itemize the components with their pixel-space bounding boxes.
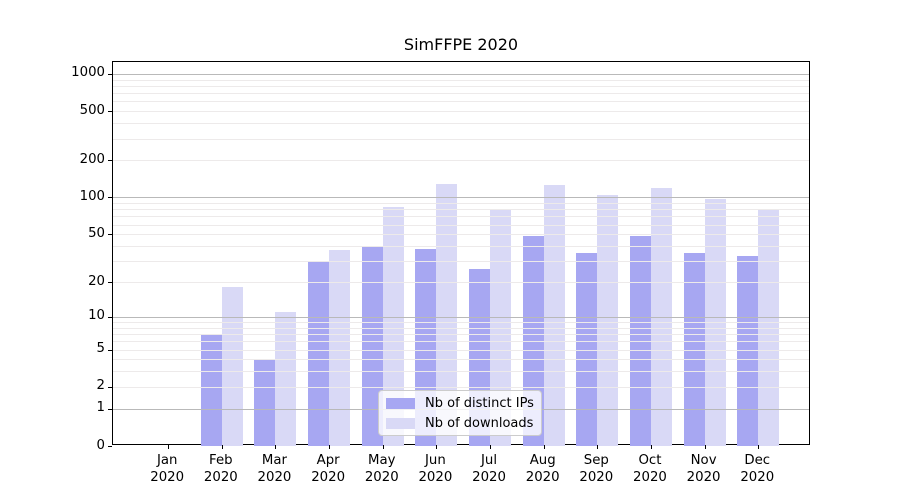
legend-label: Nb of downloads bbox=[425, 415, 534, 431]
y-tick-mark-5 bbox=[108, 349, 112, 351]
plot-area bbox=[108, 61, 810, 449]
x-tick-label-oct: Oct 2020 bbox=[633, 453, 667, 485]
gridline-minor-80 bbox=[113, 209, 809, 211]
gridline-minor-30 bbox=[113, 261, 809, 263]
bar-ips-apr bbox=[308, 261, 330, 446]
y-tick-mark-50 bbox=[108, 234, 112, 236]
x-tick-mark-aug bbox=[543, 445, 545, 449]
bar-downloads-may bbox=[382, 206, 404, 446]
gridline-minor-60 bbox=[113, 224, 809, 226]
gridline-minor-8 bbox=[113, 327, 809, 329]
x-tick-label-jun: Jun 2020 bbox=[418, 453, 453, 485]
gridline-minor-70 bbox=[113, 216, 809, 218]
gridline-major-10 bbox=[113, 316, 809, 318]
y-tick-label-500: 500 bbox=[79, 102, 105, 118]
gridline-minor-50 bbox=[113, 234, 809, 236]
gridline-minor-3 bbox=[113, 371, 809, 373]
y-tick-label-0: 0 bbox=[96, 437, 105, 453]
bar-ips-oct bbox=[629, 236, 651, 446]
gridline-minor-6 bbox=[113, 341, 809, 343]
y-tick-label-2: 2 bbox=[96, 378, 105, 394]
y-tick-mark-0 bbox=[108, 446, 112, 447]
x-tick-label-mar: Mar 2020 bbox=[257, 453, 292, 485]
y-tick-label-1: 1 bbox=[96, 400, 105, 416]
legend: Nb of distinct IPs Nb of downloads bbox=[378, 390, 542, 436]
x-tick-mark-nov bbox=[704, 445, 706, 449]
gridline-minor-700 bbox=[113, 93, 809, 95]
bar-downloads-jun bbox=[436, 184, 458, 446]
bar-downloads-apr bbox=[329, 250, 351, 446]
gridline-major-1000 bbox=[113, 73, 809, 75]
gridline-minor-900 bbox=[113, 79, 809, 81]
x-tick-mark-jan bbox=[168, 445, 170, 449]
x-tick-mark-mar bbox=[275, 445, 277, 449]
x-tick-label-may: May 2020 bbox=[364, 453, 399, 485]
chart-title: SimFFPE 2020 bbox=[403, 35, 519, 54]
gridline-major-100 bbox=[113, 197, 809, 199]
y-tick-mark-200 bbox=[108, 160, 112, 162]
x-tick-label-jul: Jul 2020 bbox=[472, 453, 506, 485]
x-tick-label-apr: Apr 2020 bbox=[311, 453, 346, 485]
y-tick-mark-500 bbox=[108, 111, 112, 113]
gridline-minor-5 bbox=[113, 349, 809, 351]
y-tick-mark-20 bbox=[108, 282, 112, 284]
x-tick-mark-jun bbox=[436, 445, 438, 449]
gridline-minor-20 bbox=[113, 282, 809, 284]
gridline-minor-400 bbox=[113, 123, 809, 125]
y-tick-label-50: 50 bbox=[88, 225, 105, 241]
gridline-minor-40 bbox=[113, 246, 809, 247]
x-tick-label-sep: Sep 2020 bbox=[579, 453, 614, 485]
x-tick-mark-sep bbox=[597, 445, 599, 449]
x-tick-label-jan: Jan 2020 bbox=[150, 453, 185, 485]
legend-swatch-distinct-ips bbox=[386, 397, 415, 409]
gridline-minor-800 bbox=[113, 85, 809, 87]
bar-ips-feb bbox=[200, 334, 222, 446]
y-tick-mark-1000 bbox=[108, 73, 112, 75]
x-tick-label-dec: Dec 2020 bbox=[740, 453, 775, 485]
x-tick-mark-feb bbox=[221, 445, 223, 449]
y-tick-mark-100 bbox=[108, 197, 112, 199]
bar-ips-may bbox=[361, 246, 383, 446]
x-tick-label-nov: Nov 2020 bbox=[686, 453, 721, 485]
y-tick-label-100: 100 bbox=[79, 188, 105, 204]
legend-label: Nb of distinct IPs bbox=[425, 395, 534, 411]
gridline-minor-4 bbox=[113, 359, 809, 361]
bar-downloads-feb bbox=[221, 287, 243, 446]
x-tick-label-feb: Feb 2020 bbox=[203, 453, 238, 485]
x-tick-mark-apr bbox=[329, 445, 331, 449]
x-tick-label-aug: Aug 2020 bbox=[525, 453, 560, 485]
x-tick-mark-may bbox=[382, 445, 384, 449]
y-tick-mark-1 bbox=[108, 408, 112, 410]
gridline-minor-90 bbox=[113, 203, 809, 205]
y-tick-mark-10 bbox=[108, 316, 112, 318]
bar-ips-dec bbox=[737, 256, 759, 446]
legend-item-downloads: Nb of downloads bbox=[386, 415, 534, 431]
x-tick-mark-dec bbox=[758, 445, 760, 449]
gridline-minor-2 bbox=[113, 386, 809, 388]
x-tick-mark-oct bbox=[650, 445, 652, 449]
bar-downloads-mar bbox=[275, 312, 297, 446]
y-tick-mark-2 bbox=[108, 386, 112, 388]
gridline-minor-600 bbox=[113, 101, 809, 103]
gridline-minor-200 bbox=[113, 160, 809, 162]
gridline-minor-500 bbox=[113, 111, 809, 113]
bar-downloads-dec bbox=[758, 209, 780, 446]
x-tick-mark-jul bbox=[490, 445, 492, 449]
y-tick-label-5: 5 bbox=[96, 341, 105, 356]
gridline-minor-300 bbox=[113, 138, 809, 140]
bar-downloads-aug bbox=[543, 185, 565, 446]
gridline-minor-9 bbox=[113, 322, 809, 323]
y-tick-label-10: 10 bbox=[88, 308, 105, 324]
bar-downloads-jul bbox=[490, 209, 512, 446]
y-tick-label-1000: 1000 bbox=[71, 65, 105, 81]
bar-ips-mar bbox=[254, 359, 276, 446]
gridline-minor-7 bbox=[113, 334, 809, 336]
bar-downloads-sep bbox=[597, 195, 619, 446]
y-tick-label-20: 20 bbox=[88, 273, 105, 289]
legend-swatch-downloads bbox=[386, 417, 415, 429]
legend-item-distinct-ips: Nb of distinct IPs bbox=[386, 395, 534, 411]
y-tick-label-200: 200 bbox=[79, 151, 105, 167]
